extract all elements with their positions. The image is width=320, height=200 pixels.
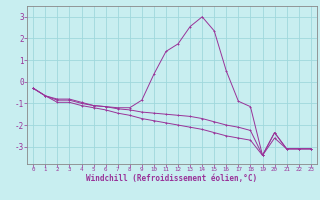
X-axis label: Windchill (Refroidissement éolien,°C): Windchill (Refroidissement éolien,°C): [86, 174, 258, 183]
